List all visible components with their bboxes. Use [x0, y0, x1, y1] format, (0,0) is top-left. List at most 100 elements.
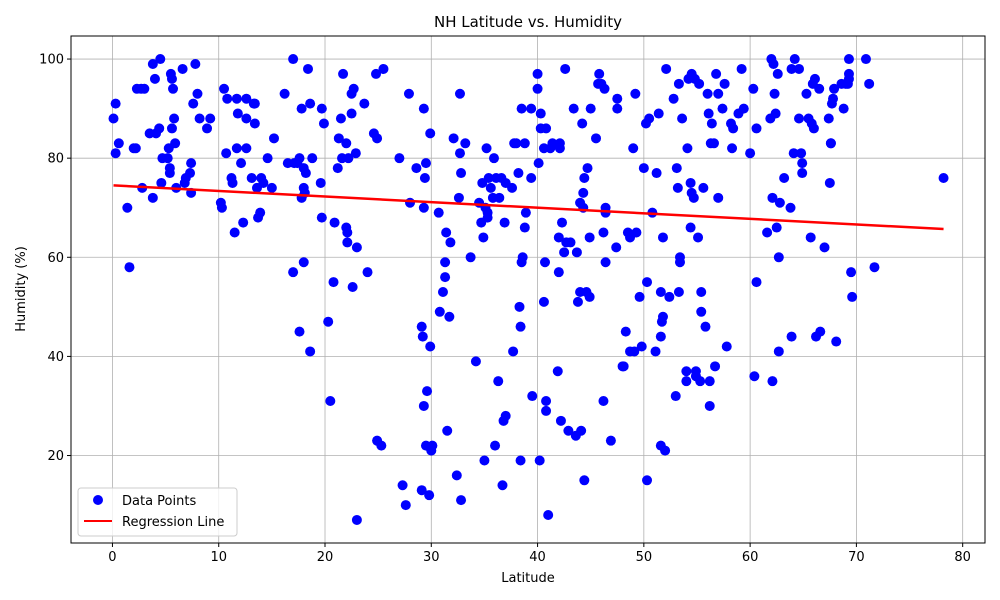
data-point	[419, 172, 430, 183]
data-point	[577, 118, 588, 129]
data-point	[630, 88, 641, 99]
data-point	[578, 187, 589, 198]
data-point	[424, 490, 435, 501]
data-point	[557, 217, 568, 228]
data-point	[454, 88, 465, 99]
data-point	[599, 83, 610, 94]
data-point	[519, 222, 530, 233]
data-point	[332, 163, 343, 174]
data-point	[540, 257, 551, 268]
data-point	[685, 177, 696, 188]
data-point	[711, 68, 722, 79]
data-point	[262, 153, 273, 164]
data-point	[838, 103, 849, 114]
regression-line	[113, 184, 944, 231]
data-point	[453, 192, 464, 203]
data-point	[255, 207, 266, 218]
data-point	[681, 376, 692, 387]
data-point	[300, 168, 311, 179]
data-point	[470, 356, 481, 367]
data-point	[122, 202, 133, 213]
data-point	[441, 227, 452, 238]
y-tick-label: 20	[47, 449, 64, 464]
data-point	[796, 148, 807, 159]
data-point	[565, 237, 576, 248]
data-point	[194, 113, 205, 124]
data-point	[710, 361, 721, 372]
y-tick-label: 80	[47, 152, 64, 167]
y-axis-ticks: 20 40 60 80 100	[39, 53, 71, 464]
data-point	[434, 306, 445, 317]
data-point	[688, 192, 699, 203]
data-point	[749, 371, 760, 382]
data-point	[696, 306, 707, 317]
data-point	[728, 123, 739, 134]
data-point	[241, 113, 252, 124]
x-tick-label: 80	[954, 550, 971, 565]
data-point	[860, 54, 871, 65]
data-point	[704, 400, 715, 411]
regression-layer	[113, 184, 944, 231]
data-point	[634, 291, 645, 302]
data-point	[418, 400, 429, 411]
data-point	[555, 415, 566, 426]
data-point	[456, 168, 467, 179]
data-point	[418, 103, 429, 114]
data-point	[229, 227, 240, 238]
data-point	[526, 172, 537, 183]
x-axis-label: Latitude	[501, 571, 555, 586]
data-point	[638, 163, 649, 174]
data-point	[655, 331, 666, 342]
data-point	[318, 118, 329, 129]
data-point	[797, 158, 808, 169]
data-point	[703, 108, 714, 119]
data-point	[815, 326, 826, 337]
data-point	[768, 59, 779, 70]
data-point	[773, 252, 784, 263]
data-point	[478, 232, 489, 243]
data-point	[494, 192, 505, 203]
data-point	[527, 391, 538, 402]
data-point	[351, 242, 362, 253]
data-point	[205, 113, 216, 124]
data-point	[682, 143, 693, 154]
x-tick-label: 20	[317, 550, 334, 565]
data-point	[227, 177, 238, 188]
data-point	[789, 54, 800, 65]
data-point	[655, 286, 666, 297]
data-point	[241, 93, 252, 104]
data-point	[515, 455, 526, 466]
data-point	[448, 133, 459, 144]
data-point	[526, 103, 537, 114]
data-point	[166, 123, 177, 134]
data-point	[532, 83, 543, 94]
data-point	[584, 232, 595, 243]
data-point	[721, 341, 732, 352]
data-point	[519, 138, 530, 149]
data-point	[315, 177, 326, 188]
data-point	[185, 168, 196, 179]
data-point	[316, 103, 327, 114]
data-point	[154, 123, 165, 134]
data-point	[651, 168, 662, 179]
data-point	[541, 123, 552, 134]
data-point	[642, 475, 653, 486]
x-tick-label: 40	[529, 550, 546, 565]
data-point	[288, 267, 299, 278]
data-point	[416, 485, 427, 496]
data-point	[482, 207, 493, 218]
data-point	[433, 207, 444, 218]
data-point	[130, 143, 141, 154]
data-point	[222, 93, 233, 104]
data-point	[805, 232, 816, 243]
data-point	[147, 59, 158, 70]
data-point	[869, 262, 880, 273]
data-point	[576, 425, 587, 436]
y-tick-label: 100	[39, 53, 64, 68]
y-tick-label: 40	[47, 350, 64, 365]
data-point	[169, 113, 180, 124]
data-point	[772, 68, 783, 79]
data-point	[418, 202, 429, 213]
data-point	[338, 68, 349, 79]
